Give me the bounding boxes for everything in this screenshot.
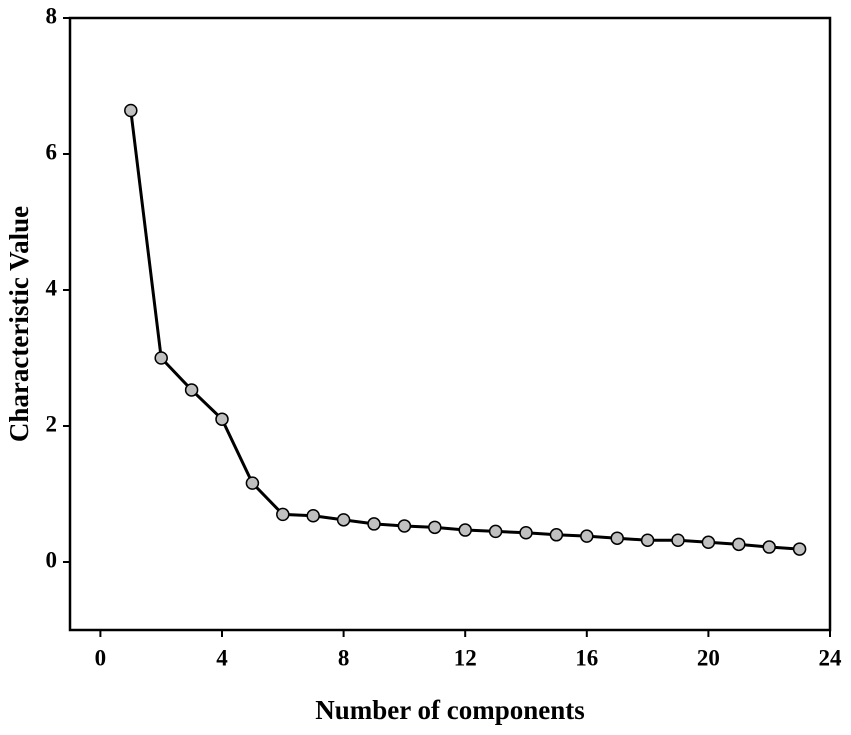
y-tick-label: 0	[46, 547, 58, 572]
x-tick-label: 4	[216, 645, 228, 670]
x-axis-title: Number of components	[315, 695, 585, 725]
data-point	[245, 476, 260, 490]
data-point	[640, 533, 655, 547]
data-point	[306, 509, 320, 523]
data-point	[276, 507, 290, 522]
data-point	[124, 103, 138, 118]
data-point	[154, 351, 168, 365]
data-point	[549, 528, 564, 542]
data-point	[397, 519, 412, 533]
data-point	[580, 529, 594, 543]
x-tick-label: 16	[575, 645, 598, 670]
y-tick-label: 4	[46, 275, 58, 300]
data-point	[458, 523, 472, 537]
x-tick-label: 24	[819, 645, 843, 670]
data-point	[336, 513, 351, 527]
data-point	[610, 531, 624, 545]
data-point	[732, 537, 746, 552]
data-point	[792, 542, 807, 556]
data-point	[184, 383, 199, 397]
x-tick-label: 0	[95, 645, 107, 670]
x-tick-label: 8	[338, 645, 350, 670]
data-point	[488, 524, 503, 539]
data-line	[129, 110, 800, 551]
data-point	[762, 540, 776, 554]
data-point	[671, 533, 685, 547]
plot-frame	[68, 16, 832, 632]
y-axis-title: Characteristic Value	[4, 206, 34, 442]
x-tick-label: 20	[697, 645, 720, 670]
y-tick-label: 6	[46, 139, 58, 164]
data-point	[215, 412, 229, 426]
y-tick-label: 8	[46, 3, 58, 28]
x-tick-label: 12	[454, 645, 477, 670]
data-point	[367, 517, 381, 531]
data-point	[701, 535, 716, 550]
y-tick-label: 2	[46, 411, 58, 436]
data-point	[428, 520, 442, 535]
data-point	[519, 526, 533, 540]
